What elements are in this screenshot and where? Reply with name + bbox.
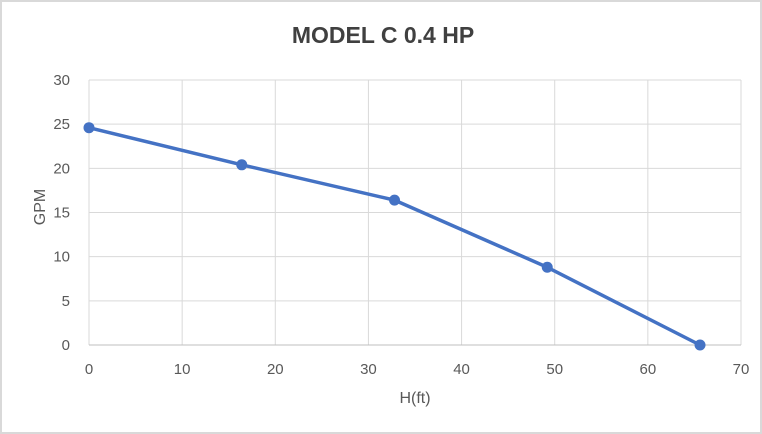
- data-point: [541, 261, 553, 273]
- chart-title: MODEL C 0.4 HP: [292, 22, 474, 48]
- x-axis-title: H(ft): [399, 390, 430, 407]
- data-point: [389, 194, 401, 206]
- y-axis-title: GPM: [32, 189, 49, 225]
- x-tick-label: 30: [360, 361, 377, 378]
- x-tick-label: 50: [546, 361, 563, 378]
- data-point: [236, 159, 248, 171]
- series-line: [87, 125, 702, 347]
- data-point: [694, 339, 706, 351]
- series-pump-curve: [83, 122, 706, 351]
- x-tick-label: 10: [174, 361, 191, 378]
- gridlines: [88, 79, 742, 346]
- x-tick-label: 40: [453, 361, 470, 378]
- y-tick-label: 0: [62, 337, 70, 354]
- y-tick-label: 10: [53, 249, 70, 266]
- x-tick-label: 20: [267, 361, 284, 378]
- x-tick-labels: 0 10 20 30 40 50 60 70: [85, 361, 750, 378]
- x-tick-label: 0: [85, 361, 93, 378]
- data-point: [83, 122, 95, 134]
- y-tick-label: 5: [62, 293, 70, 310]
- y-tick-label: 25: [53, 116, 70, 133]
- x-tick-label: 60: [640, 361, 657, 378]
- y-tick-labels: 0 5 10 15 20 25 30: [53, 72, 70, 354]
- y-tick-label: 30: [53, 72, 70, 89]
- x-tick-label: 70: [733, 361, 750, 378]
- y-tick-label: 15: [53, 205, 70, 222]
- y-tick-label: 20: [53, 160, 70, 177]
